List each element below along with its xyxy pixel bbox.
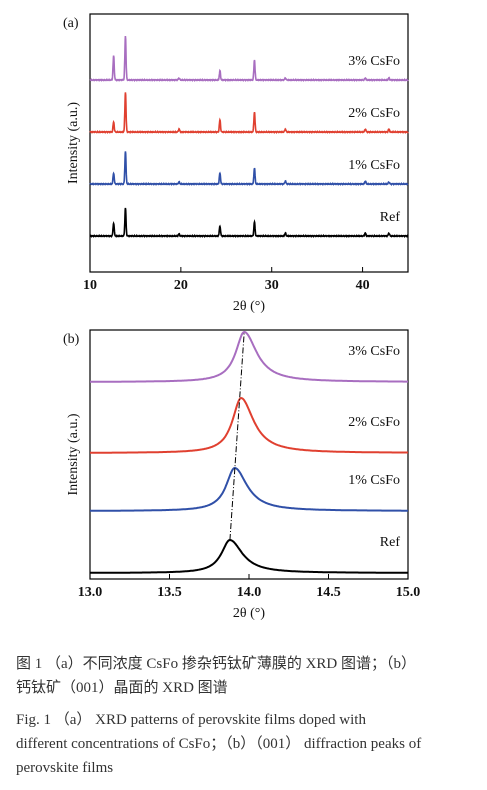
panel-b-series-ref (90, 538, 408, 574)
panel-a-series-3pct-csfo (89, 36, 409, 83)
caption-en-line-3: perovskite films (16, 760, 114, 776)
panel-b-legend-3pct-csfo: 3% CsFo (348, 344, 400, 359)
panel-b-series-1pct-csfo (90, 466, 408, 512)
panel-b-peak-shift-line (229, 331, 245, 541)
panel-a-legend-2pct-csfo: 2% CsFo (348, 106, 400, 121)
panel-a-panel-label: (a) (63, 16, 79, 31)
panel-a-series-ref (89, 207, 409, 238)
chart-b: 13.0 13.5 14.0 14.5 15.0 (b) 2θ (°) Intensity (… (63, 329, 421, 621)
panel-b-legend-ref: Ref (380, 535, 401, 550)
caption-english: Fig. 1 （a） XRD patterns of perovskite fi… (16, 708, 476, 780)
panel-b-legend-1pct-csfo: 1% CsFo (348, 473, 400, 488)
caption-zh-line-1: 图 1 （a）不同浓度 CsFo 掺杂钙钛矿薄膜的 XRD 图谱；（b） (16, 656, 417, 672)
panel-b-panel-label: (b) (63, 332, 80, 347)
panel-b-y-axis-label: Intensity (a.u.) (66, 413, 81, 495)
panel-b-x-tick-label: 14.5 (316, 585, 341, 600)
panel-b-x-tick-label: 15.0 (396, 585, 421, 600)
panel-a-legend-1pct-csfo: 1% CsFo (348, 158, 400, 173)
panel-a-y-axis-label: Intensity (a.u.) (66, 102, 81, 184)
panel-a-x-tick-label: 20 (174, 278, 188, 293)
panel-a-x-tick-label: 40 (356, 278, 370, 293)
caption-en-line-2: different concentrations of CsFo；（b）（001… (16, 736, 422, 752)
panel-a-x-tick-label: 10 (83, 278, 97, 293)
panel-b-legend-2pct-csfo: 2% CsFo (348, 415, 400, 430)
panel-a-series-1pct-csfo (89, 151, 409, 187)
caption-chinese: 图 1 （a）不同浓度 CsFo 掺杂钙钛矿薄膜的 XRD 图谱；（b） 钙钛矿… (16, 652, 476, 700)
panel-b-x-tick-label: 14.0 (237, 585, 262, 600)
caption-en-line-1: Fig. 1 （a） XRD patterns of perovskite fi… (16, 712, 366, 728)
caption-zh-line-2: 钙钛矿（001）晶面的 XRD 图谱 (16, 680, 228, 696)
panel-b-series-2pct-csfo (90, 396, 409, 454)
panel-b-x-tick-label: 13.0 (78, 585, 103, 600)
panel-b-x-tick-label: 13.5 (157, 585, 182, 600)
panel-b-plot-frame (89, 329, 409, 580)
panel-a-legend-ref: Ref (380, 210, 401, 225)
panel-a-series-2pct-csfo (89, 92, 409, 135)
panel-b-x-axis-label: 2θ (°) (233, 606, 265, 621)
chart-a: 10 20 30 40 (a) 2θ (°) Intensity (a.u.) Ref 1% C… (63, 13, 409, 314)
panel-b-series-3pct-csfo (90, 330, 408, 383)
panel-a-x-tick-label: 30 (265, 278, 279, 293)
panel-a-legend-3pct-csfo: 3% CsFo (348, 54, 400, 69)
panel-a-x-axis-label: 2θ (°) (233, 299, 265, 314)
panel-a-plot-frame (89, 13, 409, 273)
